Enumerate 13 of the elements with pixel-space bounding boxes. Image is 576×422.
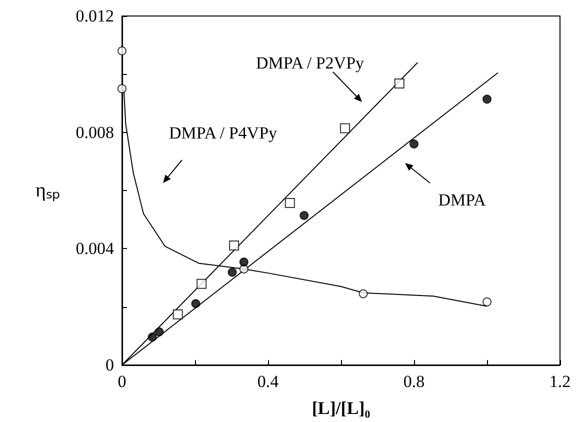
annotation: DMPA (438, 190, 486, 210)
annotation: DMPA / P4VPy (168, 124, 278, 142)
x-tick-label: 0.4 (257, 372, 280, 391)
x-tick-label: 0 (118, 372, 126, 391)
y-tick-label: 0.012 (76, 6, 114, 26)
x-tick-label: 1.2 (549, 372, 571, 391)
annotation: DMPA / P2VPy (256, 54, 365, 72)
y-tick-label: 0.008 (76, 122, 114, 142)
y-tick-label: 0.004 (76, 239, 114, 258)
x-axis-title: [L]/[L]₀ (312, 398, 370, 418)
y-tick-label: 0 (106, 356, 114, 374)
y-axis-title: ηₛₚ (36, 180, 60, 202)
x-tick-label: 0.8 (403, 372, 425, 391)
